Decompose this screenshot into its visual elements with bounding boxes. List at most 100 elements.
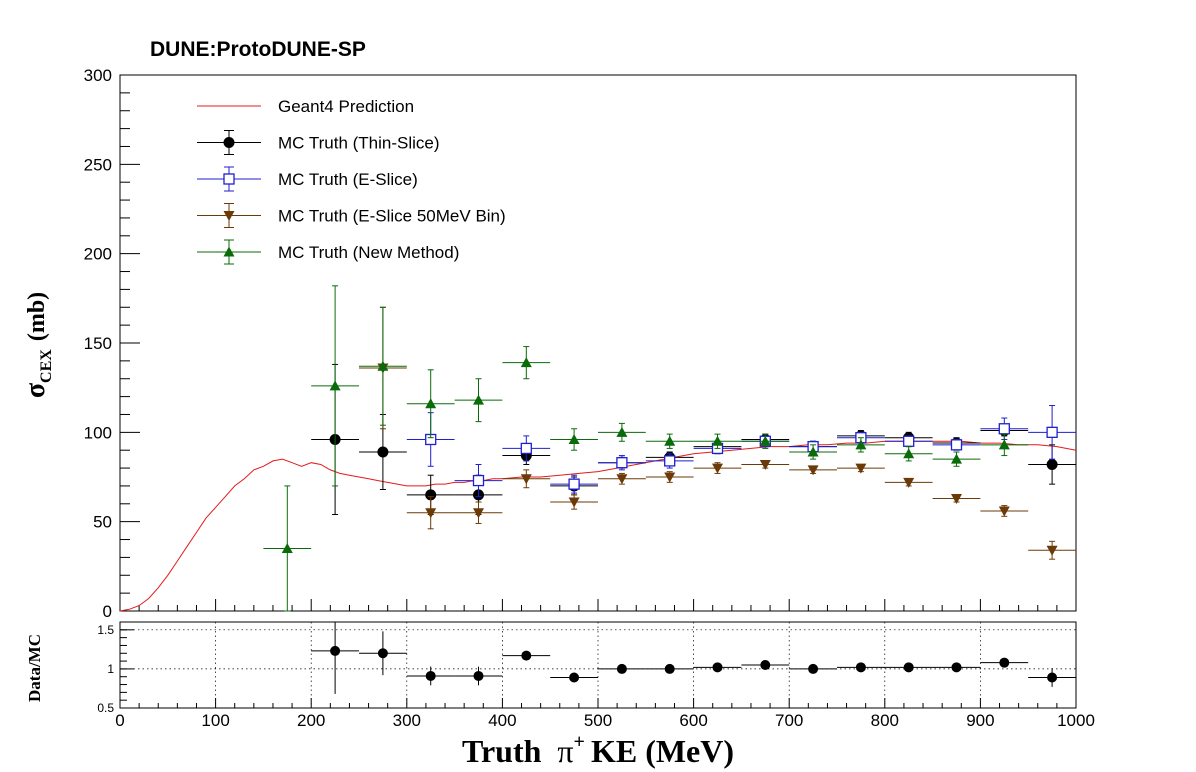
- legend-entry: Geant4 Prediction: [197, 97, 414, 116]
- legend-label: MC Truth (Thin-Slice): [278, 134, 440, 153]
- x-tick-label: 600: [679, 711, 707, 730]
- ratio-point: [425, 670, 436, 681]
- x-tick-label: 0: [115, 711, 124, 730]
- data-point: [951, 453, 962, 464]
- legend-marker: [223, 173, 235, 185]
- legend-label: MC Truth (E-Slice): [278, 170, 418, 189]
- ratio-y-axis-label: Data/MC: [25, 634, 44, 702]
- x-axis-label-sup: +: [574, 731, 585, 753]
- ratio-point: [808, 663, 819, 674]
- x-axis-label-unit: KE (MeV): [591, 733, 734, 769]
- data-point: [377, 446, 389, 458]
- data-point: [616, 457, 628, 469]
- data-point: [1046, 426, 1058, 438]
- data-point: [951, 493, 962, 504]
- ratio-point: [330, 645, 341, 656]
- ratio-point: [999, 657, 1010, 668]
- data-point: [329, 380, 341, 391]
- data-point: [664, 455, 676, 467]
- data-point: [425, 398, 437, 409]
- ratio-point: [855, 662, 866, 673]
- ratio-point: [664, 663, 675, 674]
- data-point: [712, 435, 723, 446]
- data-point: [712, 463, 723, 474]
- data-point: [998, 506, 1010, 517]
- ratio-point: [760, 660, 771, 670]
- x-tick-label: 700: [775, 711, 803, 730]
- legend-marker: [223, 246, 235, 257]
- data-point: [855, 463, 867, 474]
- data-point: [807, 465, 819, 476]
- x-axis-label-prefix: Truth: [462, 733, 542, 769]
- data-point: [1046, 458, 1058, 470]
- x-axis-label: Truth π+ KE (MeV): [462, 731, 734, 769]
- data-point: [616, 426, 628, 437]
- data-point: [473, 508, 484, 519]
- y-axis-label-unit: (mb): [24, 292, 50, 341]
- ratio-point: [903, 662, 914, 673]
- ratio-point: [377, 648, 388, 659]
- data-point: [855, 439, 867, 450]
- data-point: [472, 474, 485, 487]
- x-tick-label: 500: [584, 711, 612, 730]
- data-point: [759, 459, 771, 470]
- y-axis-label-sub: CEX: [38, 349, 55, 383]
- x-tick-label: 400: [488, 711, 516, 730]
- series-newm: [263, 285, 1029, 612]
- ratio-point: [951, 662, 962, 673]
- legend-entry: MC Truth (E-Slice): [197, 166, 418, 192]
- data-point: [1046, 545, 1058, 556]
- y-tick-label: 300: [84, 66, 112, 85]
- x-tick-label: 100: [201, 711, 229, 730]
- series-eslice: [406, 405, 1076, 498]
- data-point: [568, 433, 580, 444]
- y-tick-label: 200: [84, 245, 112, 264]
- chart-title: DUNE:ProtoDUNE-SP: [150, 38, 366, 61]
- legend-marker: [223, 211, 235, 221]
- y-tick-label: 150: [84, 334, 112, 353]
- data-point: [903, 448, 915, 459]
- y-tick-label: 0: [103, 602, 112, 621]
- ratio-y-tick-label: 1.5: [97, 623, 114, 637]
- x-tick-label: 200: [297, 711, 325, 730]
- data-point: [664, 472, 676, 483]
- legend-entry: MC Truth (New Method): [197, 239, 459, 265]
- x-axis-label-symbol: π: [557, 733, 573, 769]
- ratio-y-tick-label: 0.5: [97, 701, 114, 715]
- y-tick-label: 50: [93, 513, 112, 532]
- data-point: [520, 357, 532, 368]
- data-point: [998, 439, 1010, 450]
- legend-label: MC Truth (New Method): [278, 243, 459, 262]
- x-tick-label: 800: [871, 711, 899, 730]
- data-point: [425, 489, 437, 501]
- series-eslice50: [359, 306, 1076, 560]
- main-frame: [119, 74, 1077, 612]
- legend-label: Geant4 Prediction: [278, 97, 414, 116]
- data-point: [807, 446, 819, 457]
- legend-entry: MC Truth (Thin-Slice): [197, 130, 440, 155]
- geant4-line: [119, 440, 1077, 612]
- data-point: [520, 442, 532, 455]
- data-point: [664, 435, 676, 446]
- legend-label: MC Truth (E-Slice 50MeV Bin): [278, 207, 506, 226]
- ratio-point: [569, 672, 580, 683]
- ratio-point: [616, 663, 627, 674]
- y-axis-label-symbol: σ: [20, 382, 51, 398]
- data-point: [950, 439, 963, 451]
- data-point: [903, 435, 915, 447]
- series-ratio: [311, 622, 1076, 694]
- y-tick-label: 100: [84, 423, 112, 442]
- main-plot: 0 50 100 150 200 250 300 Geant4 Prediction MC Tr…: [84, 66, 1077, 621]
- data-point: [616, 474, 628, 485]
- x-tick-label: 1000: [1057, 711, 1095, 730]
- data-point: [568, 497, 580, 508]
- x-tick-label: 900: [966, 711, 994, 730]
- ratio-plot: 0.5 1 1.5 0 100 200 300 400 500 600 700 800 900 1000: [97, 621, 1095, 730]
- legend: Geant4 Prediction MC Truth (Thin-Slice) MC…: [197, 97, 506, 265]
- data-point: [520, 474, 532, 485]
- x-tick-label: 300: [393, 711, 421, 730]
- ratio-point: [1047, 672, 1058, 683]
- data-point: [425, 508, 437, 519]
- ratio-point: [473, 670, 484, 681]
